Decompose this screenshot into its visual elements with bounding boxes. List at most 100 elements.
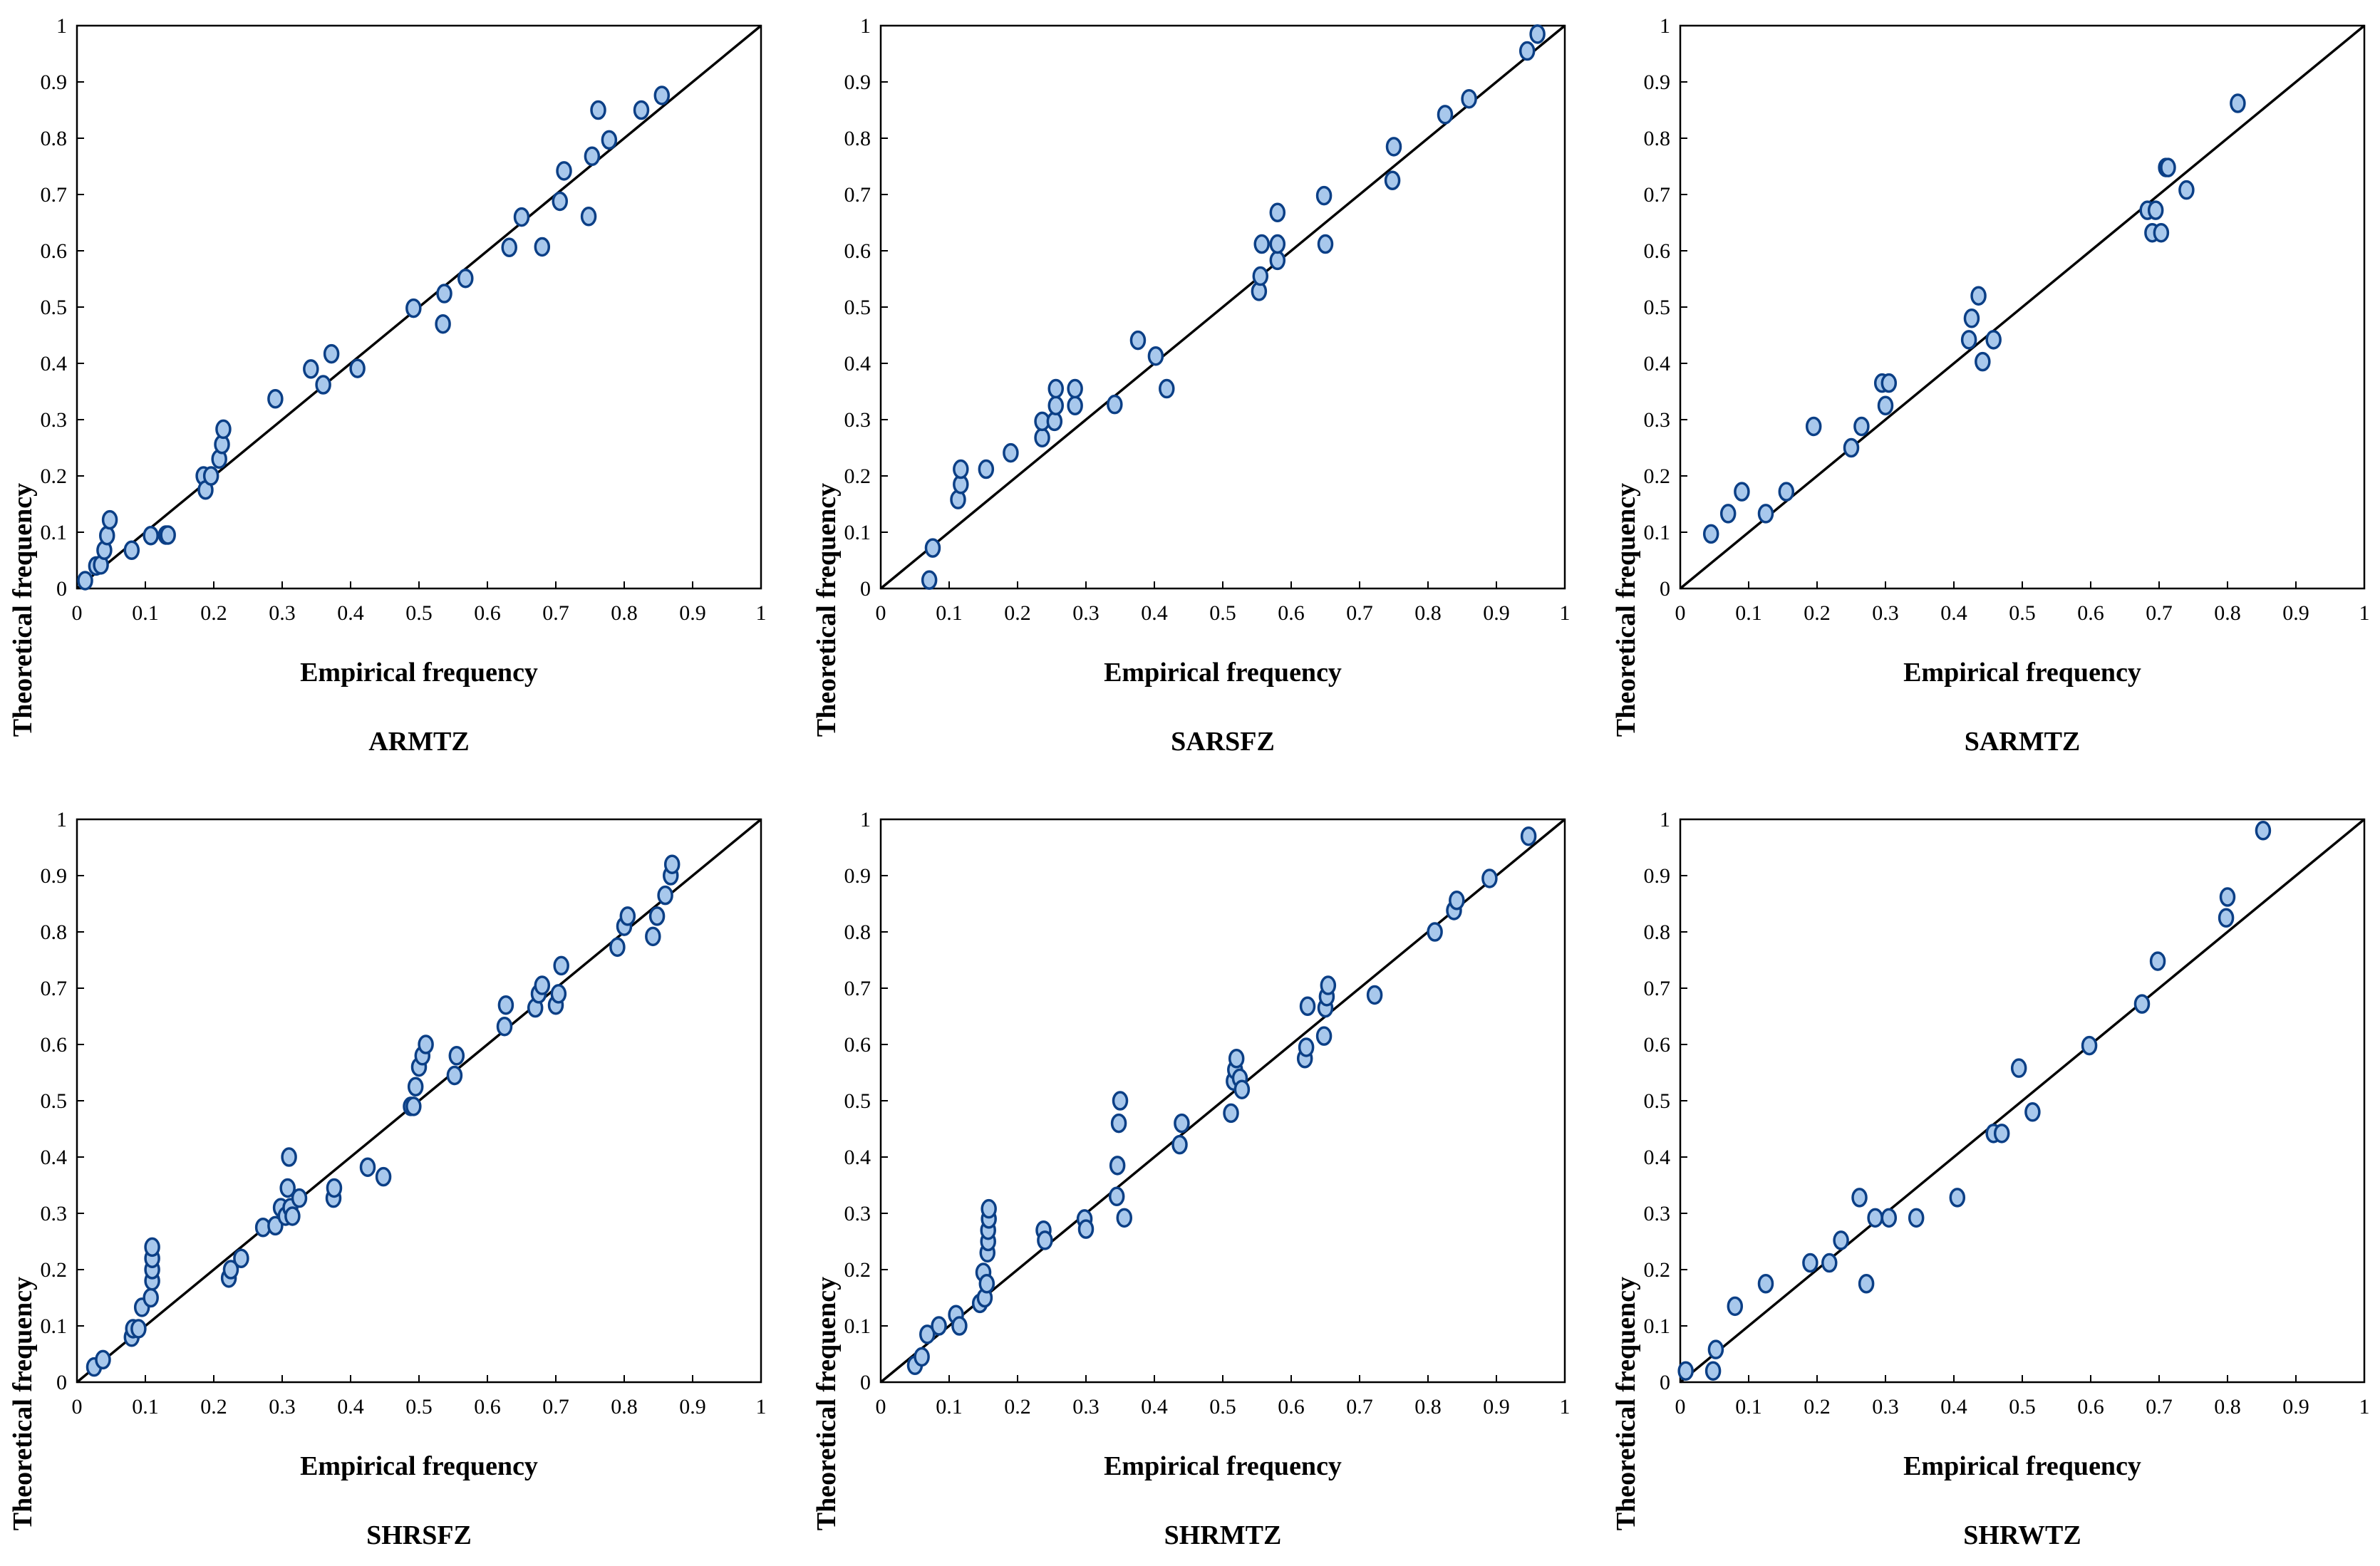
y-tick-label: 0 <box>56 1371 67 1394</box>
data-point <box>1269 250 1286 271</box>
y-tick-label: 0.9 <box>41 864 68 888</box>
y-tick-label: 0 <box>1660 1371 1670 1394</box>
y-axis-title: Theoretical frequency <box>812 1277 842 1530</box>
data-point <box>130 1319 147 1339</box>
data-point <box>281 1147 297 1167</box>
x-tick-label: 0.3 <box>1872 601 1899 625</box>
x-tick-label: 0.5 <box>2009 601 2036 625</box>
data-point <box>1171 1134 1188 1155</box>
x-tick-label: 0 <box>1675 601 1686 625</box>
x-tick-label: 0.9 <box>679 1395 706 1419</box>
data-point <box>2081 1035 2098 1056</box>
data-point <box>1077 1219 1095 1239</box>
x-tick-label: 0.8 <box>1414 601 1442 625</box>
chart-panel-shrmtz: 0 0.1 0.2 0.3 0.4 0.5 0.6 0.7 0.8 0.9 1 0 0.1 0.2 0.3 0… <box>812 808 1571 1550</box>
data-point <box>1384 170 1401 190</box>
data-point <box>924 538 941 558</box>
y-tick-label: 0.1 <box>844 1314 871 1338</box>
chart-panel-sarmtz: 0 0.1 0.2 0.3 0.4 0.5 0.6 0.7 0.8 0.9 1 0 0.1 0.2 0.3 0… <box>1611 14 2370 757</box>
data-point <box>101 509 118 530</box>
y-tick-label: 0.3 <box>844 1202 871 1225</box>
data-point <box>1427 922 1443 942</box>
y-tick-label: 0.2 <box>844 465 871 488</box>
data-point <box>2218 908 2235 928</box>
data-point <box>1802 1253 1818 1273</box>
x-axis-title: Empirical frequency <box>300 658 538 688</box>
data-point <box>1437 105 1454 125</box>
data-point <box>584 146 601 167</box>
y-tick-label: 0.2 <box>1644 465 1671 488</box>
y-tick-label: 0.1 <box>1644 521 1671 544</box>
data-point <box>2178 180 2195 200</box>
x-tick-label: 0.5 <box>405 601 433 625</box>
x-tick-label: 0.2 <box>200 601 227 625</box>
x-tick-label: 0.1 <box>1735 601 1762 625</box>
data-point <box>1223 1103 1239 1124</box>
x-tick-label: 0.5 <box>405 1395 433 1419</box>
data-point <box>326 1178 343 1198</box>
data-point <box>534 237 551 257</box>
y-tick-label: 0.9 <box>844 864 871 888</box>
data-point <box>1315 185 1333 206</box>
data-point <box>921 570 938 590</box>
x-tick-label: 0.9 <box>1483 601 1510 625</box>
y-tick-label: 0.6 <box>1644 239 1671 263</box>
data-point <box>143 525 159 546</box>
data-point <box>534 975 551 995</box>
data-point <box>405 1096 422 1116</box>
x-tick-label: 0 <box>72 601 83 625</box>
y-tick-label: 0.5 <box>41 1089 68 1113</box>
y-tick-label: 0.7 <box>1644 183 1671 207</box>
y-tick-label: 1 <box>860 14 871 38</box>
x-tick-label: 0.1 <box>936 1395 963 1419</box>
data-point <box>1108 1186 1125 1207</box>
data-point <box>1107 394 1123 415</box>
x-tick-label: 0.7 <box>2146 601 2173 625</box>
y-tick-label: 0.8 <box>1644 921 1671 944</box>
y-tick-label: 0.9 <box>844 71 871 94</box>
y-tick-label: 0.1 <box>41 1314 68 1338</box>
y-tick-label: 0.6 <box>41 1033 68 1057</box>
data-point <box>1233 1079 1251 1099</box>
y-axis-title: Theoretical frequency <box>1611 483 1641 737</box>
data-point <box>1252 266 1269 286</box>
data-point <box>645 926 661 947</box>
reference-line-y-equals-x <box>1679 24 2366 590</box>
data-point <box>1067 395 1083 415</box>
data-point <box>2147 200 2164 220</box>
y-tick-label: 0.4 <box>1644 352 1671 375</box>
y-tick-label: 0.3 <box>844 408 871 432</box>
data-point <box>1298 1037 1315 1057</box>
data-point <box>1449 891 1465 911</box>
data-point <box>284 1206 301 1226</box>
data-point <box>2133 994 2151 1014</box>
data-point <box>323 343 340 364</box>
x-tick-label: 0.2 <box>200 1395 227 1419</box>
y-tick-label: 0.1 <box>844 521 871 544</box>
data-point <box>1109 1156 1126 1176</box>
x-tick-label: 0.8 <box>611 1395 638 1419</box>
data-point <box>1734 482 1750 502</box>
data-point <box>215 419 232 440</box>
data-point <box>1880 373 1898 393</box>
y-tick-label: 0.4 <box>844 352 871 375</box>
data-point <box>1174 1113 1190 1134</box>
data-point <box>497 995 514 1015</box>
data-point <box>1702 524 1719 544</box>
data-point <box>609 937 626 958</box>
chart-panel-shrwtz: 0 0.1 0.2 0.3 0.4 0.5 0.6 0.7 0.8 0.9 1 0 0.1 0.2 0.3 0… <box>1611 808 2370 1550</box>
data-point <box>1385 137 1402 157</box>
x-tick-label: 0.8 <box>2214 1395 2241 1419</box>
data-point <box>931 1316 947 1336</box>
y-tick-label: 0.6 <box>844 239 871 263</box>
y-tick-label: 1 <box>1660 14 1670 38</box>
x-tick-label: 0 <box>876 1395 886 1419</box>
y-tick-label: 0.1 <box>41 521 68 544</box>
x-axis-title: Empirical frequency <box>1104 1451 1342 1481</box>
x-tick-label: 0.1 <box>132 601 159 625</box>
data-point <box>1963 308 1980 328</box>
x-tick-label: 0.2 <box>1004 601 1031 625</box>
y-tick-label: 0 <box>56 577 67 601</box>
data-point <box>1269 234 1286 254</box>
